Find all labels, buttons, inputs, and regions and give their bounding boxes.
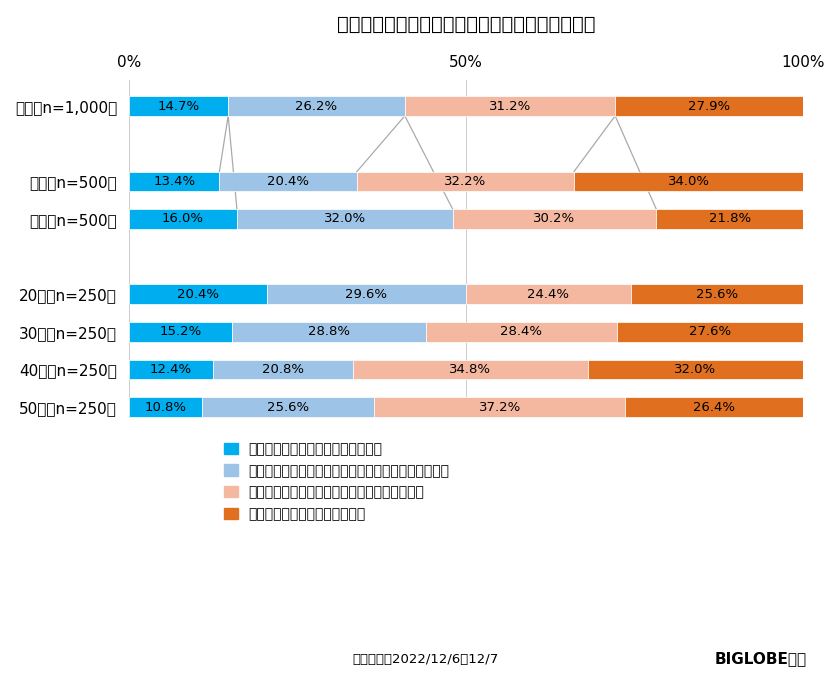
Legend: 外すことが息ずかしい、手放せない, どちらかといえば外すことが息ずかしい、手放せない, どちらかといえば外せるなら外すことができる, 外せるなら、外すことができ: 外すことが息ずかしい、手放せない, どちらかといえば外すことが息ずかしい、手放せ… <box>223 442 449 521</box>
Text: 20.8%: 20.8% <box>262 363 304 376</box>
Bar <box>405 96 615 116</box>
Text: 26.2%: 26.2% <box>296 100 338 112</box>
Bar <box>219 172 357 191</box>
Bar <box>129 322 232 342</box>
Text: 25.6%: 25.6% <box>696 287 738 301</box>
Bar <box>631 285 803 304</box>
Bar <box>213 359 353 379</box>
Text: BIGLOBE調べ: BIGLOBE調べ <box>714 651 806 666</box>
Bar <box>129 397 202 417</box>
Text: 31.2%: 31.2% <box>489 100 531 112</box>
Text: 調査期間：2022/12/6～12/7: 調査期間：2022/12/6～12/7 <box>353 653 499 666</box>
Text: 29.6%: 29.6% <box>345 287 387 301</box>
Bar <box>615 96 803 116</box>
Text: 20.4%: 20.4% <box>267 175 309 188</box>
Bar <box>426 322 617 342</box>
Text: 24.4%: 24.4% <box>528 287 570 301</box>
Bar <box>453 209 656 229</box>
Bar <box>266 285 466 304</box>
Text: 30.2%: 30.2% <box>533 213 575 225</box>
Text: 34.0%: 34.0% <box>668 175 710 188</box>
Bar <box>129 96 228 116</box>
Bar <box>129 285 266 304</box>
Title: マスクを着用する習慣が身に付いたことについて: マスクを着用する習慣が身に付いたことについて <box>337 15 596 34</box>
Bar <box>232 322 426 342</box>
Text: 25.6%: 25.6% <box>267 400 309 414</box>
Text: 26.4%: 26.4% <box>693 400 735 414</box>
Text: 20.4%: 20.4% <box>177 287 219 301</box>
Text: 12.4%: 12.4% <box>150 363 192 376</box>
Text: 14.7%: 14.7% <box>158 100 200 112</box>
Text: 32.2%: 32.2% <box>444 175 486 188</box>
Text: 10.8%: 10.8% <box>144 400 186 414</box>
Bar <box>357 172 574 191</box>
Bar <box>375 397 625 417</box>
Text: 28.8%: 28.8% <box>307 325 349 339</box>
Bar <box>466 285 631 304</box>
Text: 34.8%: 34.8% <box>449 363 491 376</box>
Text: 32.0%: 32.0% <box>323 213 366 225</box>
Text: 15.2%: 15.2% <box>159 325 202 339</box>
Bar <box>625 397 803 417</box>
Bar <box>617 322 803 342</box>
Bar <box>574 172 803 191</box>
Text: 32.0%: 32.0% <box>675 363 717 376</box>
Bar <box>353 359 587 379</box>
Text: 16.0%: 16.0% <box>162 213 204 225</box>
Text: 21.8%: 21.8% <box>709 213 751 225</box>
Text: 27.9%: 27.9% <box>688 100 730 112</box>
Bar <box>129 359 213 379</box>
Text: 37.2%: 37.2% <box>479 400 521 414</box>
Bar <box>228 96 405 116</box>
Bar <box>656 209 803 229</box>
Text: 28.4%: 28.4% <box>501 325 543 339</box>
Text: 27.6%: 27.6% <box>689 325 732 339</box>
Bar <box>129 209 237 229</box>
Bar <box>129 172 219 191</box>
Bar <box>202 397 375 417</box>
Bar <box>237 209 453 229</box>
Text: 13.4%: 13.4% <box>153 175 195 188</box>
Bar <box>587 359 803 379</box>
